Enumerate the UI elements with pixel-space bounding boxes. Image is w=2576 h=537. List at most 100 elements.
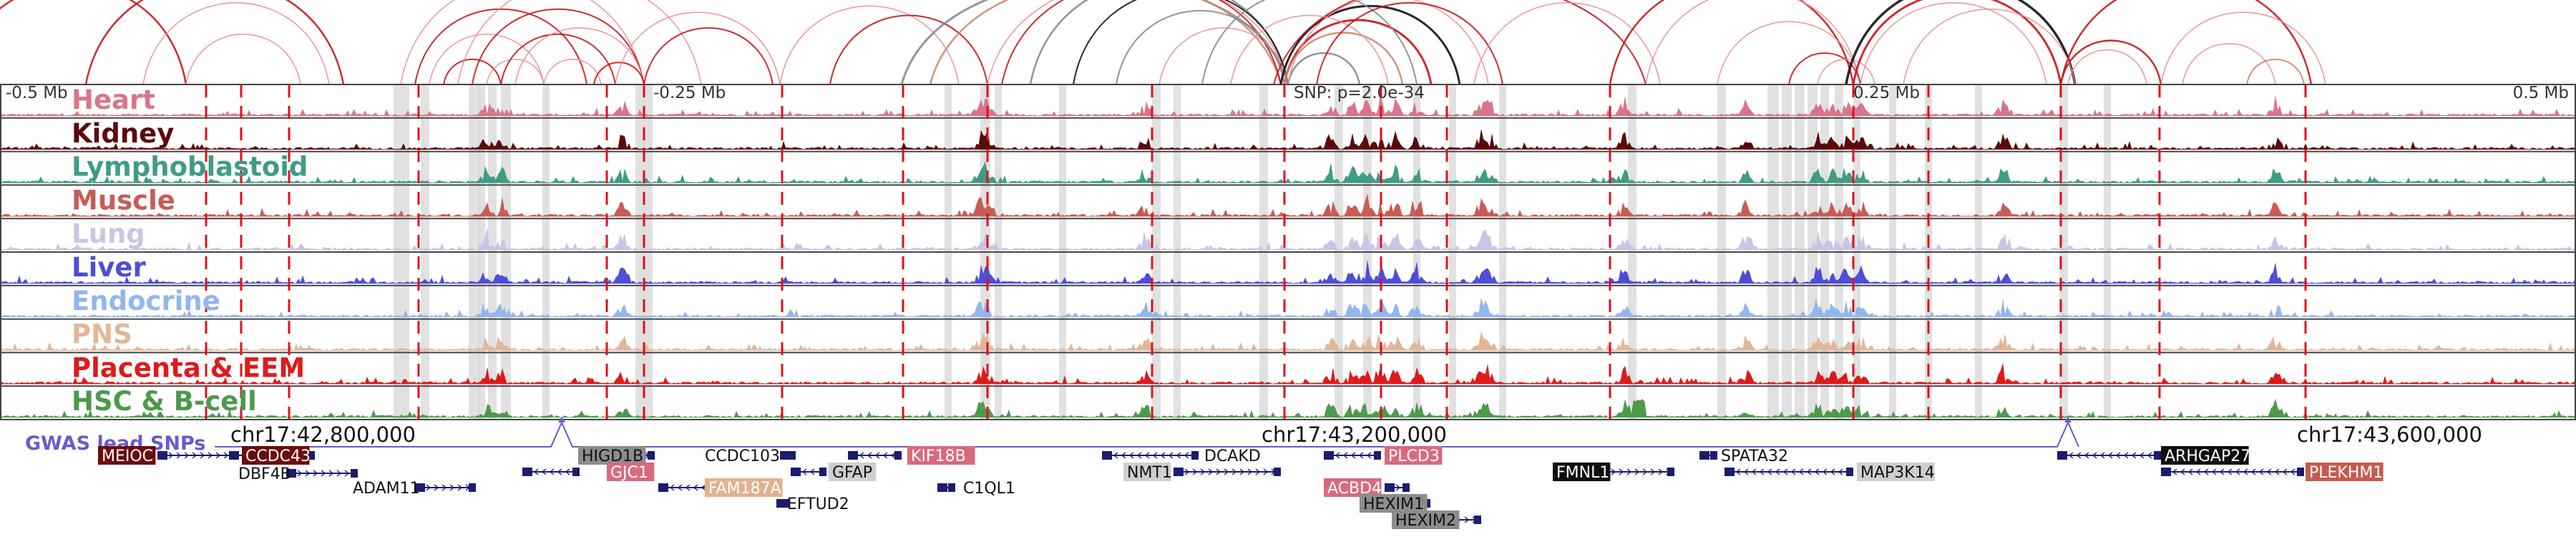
gene-direction-arrow <box>2243 468 2248 475</box>
gene-direction-arrow <box>1759 468 1765 475</box>
gene-exon <box>894 451 902 460</box>
gene-plcd3: PLCD3 <box>1324 446 1443 465</box>
gene-direction-arrow <box>2219 468 2225 475</box>
gene-label-background <box>1857 463 1935 481</box>
gene-direction-arrow <box>2123 452 2129 459</box>
gene-label-background <box>1385 446 1443 465</box>
gene-fam187a: FAM187A <box>658 478 783 498</box>
gene-direction-arrow <box>2107 452 2113 459</box>
interaction-arc <box>1230 14 1389 85</box>
gene-label-background <box>829 463 877 481</box>
gene-exon <box>789 451 796 460</box>
gene-direction-arrow <box>701 484 706 491</box>
gene-label-background <box>607 463 655 481</box>
gene-label: FMNL1 <box>1556 464 1609 482</box>
track-label: Muscle <box>72 185 175 216</box>
gene-direction-arrow <box>1255 468 1261 475</box>
gene-label: C1QL1 <box>963 480 1015 498</box>
axis-label-left-mid: -0.25 Mb <box>653 84 726 102</box>
gene-gfap: GFAP <box>791 463 877 482</box>
gene-direction-arrow <box>1224 468 1229 475</box>
gene-direction-arrow <box>2195 468 2201 475</box>
gene-label: PLEKHM1 <box>2309 464 2383 482</box>
gene-direction-arrow <box>2235 468 2240 475</box>
gene-exon <box>1374 451 1381 460</box>
gene-direction-arrow <box>434 484 439 491</box>
interaction-arc <box>779 5 960 85</box>
gene-exon <box>1710 451 1717 460</box>
gene-direction-arrow <box>1136 452 1142 459</box>
gene-exon <box>2161 468 2171 476</box>
gene-direction-arrow <box>200 452 205 459</box>
track-label: Placenta & EEM <box>72 352 305 383</box>
gene-direction-arrow <box>1200 468 1206 475</box>
interaction-arc <box>443 59 502 85</box>
axis-label-right: 0.5 Mb <box>2513 84 2569 102</box>
interaction-arc <box>643 27 774 85</box>
gene-direction-arrow <box>2282 468 2288 475</box>
gene-direction-arrow <box>1263 468 1269 475</box>
gene-direction-arrow <box>1231 468 1237 475</box>
interaction-arc <box>472 8 645 85</box>
interaction-arc <box>1609 0 1855 85</box>
gene-direction-arrow <box>1168 452 1174 459</box>
gene-label: ADAM11 <box>353 480 420 498</box>
gene-direction-arrow <box>1782 468 1788 475</box>
gene-direction-arrow <box>2092 452 2097 459</box>
signal-profile <box>0 160 2576 183</box>
gene-exon <box>1274 468 1281 476</box>
gene-label-background <box>1360 494 1428 513</box>
gene-exon <box>1385 483 1395 492</box>
gene-direction-arrow <box>426 484 431 491</box>
gene-direction-arrow <box>1838 468 1843 475</box>
gene-exon <box>776 499 784 508</box>
gene-direction-arrow <box>2076 452 2082 459</box>
interaction-arc <box>1283 32 1404 85</box>
signal-profile <box>0 332 2576 352</box>
gene-direction-arrow <box>533 468 539 475</box>
interaction-arc <box>1279 5 1461 85</box>
gene-exon <box>2297 468 2304 476</box>
gene-dcakd: DCAKD <box>1102 448 1261 465</box>
gene-label-background <box>98 446 156 465</box>
interaction-arc <box>1158 27 1289 85</box>
gene-direction-arrow <box>344 470 350 477</box>
interaction-arc <box>2182 43 2276 85</box>
gene-direction-arrow <box>890 452 896 459</box>
interaction-arc <box>2246 59 2305 85</box>
gene-map3k14: MAP3K14 <box>1724 463 1935 482</box>
gene-label-background <box>2161 446 2249 465</box>
gene-exon <box>572 468 580 476</box>
gene-direction-arrow <box>215 452 221 459</box>
track-label: Liver <box>72 252 146 283</box>
gene-direction-arrow <box>2131 452 2137 459</box>
gene-acbd4: ACBD4 <box>1324 478 1410 498</box>
gene-direction-arrow <box>457 484 463 491</box>
interaction-arc <box>1001 0 1282 85</box>
gene-direction-arrow <box>874 452 880 459</box>
gene-direction-arrow <box>2115 452 2121 459</box>
gene-direction-arrow <box>2290 468 2296 475</box>
gene-direction-arrow <box>1366 452 1372 459</box>
gene-exon <box>308 451 315 460</box>
interaction-arc <box>543 59 602 85</box>
gene-direction-arrow <box>1751 468 1757 475</box>
gene-label: HEXIM1 <box>1363 495 1424 513</box>
gene-ccdc43: CCDC43 <box>229 446 315 465</box>
gene-direction-arrow <box>2250 468 2256 475</box>
gene-exon <box>2154 451 2161 460</box>
interaction-arc <box>1860 2 2047 85</box>
signal-profile <box>0 398 2576 418</box>
axis-label-right-mid: 0.25 Mb <box>1853 84 1920 102</box>
coord-left: chr17:42,800,000 <box>230 422 416 447</box>
gene-exon <box>1846 468 1853 476</box>
gene-direction-arrow <box>557 468 562 475</box>
gene-label: NMT1 <box>1127 464 1172 482</box>
distance-axis: -0.5 Mb -0.25 Mb SNP: p=2.0e-34 0.25 Mb … <box>6 84 2569 102</box>
interaction-arc <box>1817 59 1875 85</box>
gene-exon <box>780 451 790 460</box>
track-label: Kidney <box>72 118 174 149</box>
gene-exon <box>937 483 947 492</box>
signal-profile <box>0 228 2576 251</box>
